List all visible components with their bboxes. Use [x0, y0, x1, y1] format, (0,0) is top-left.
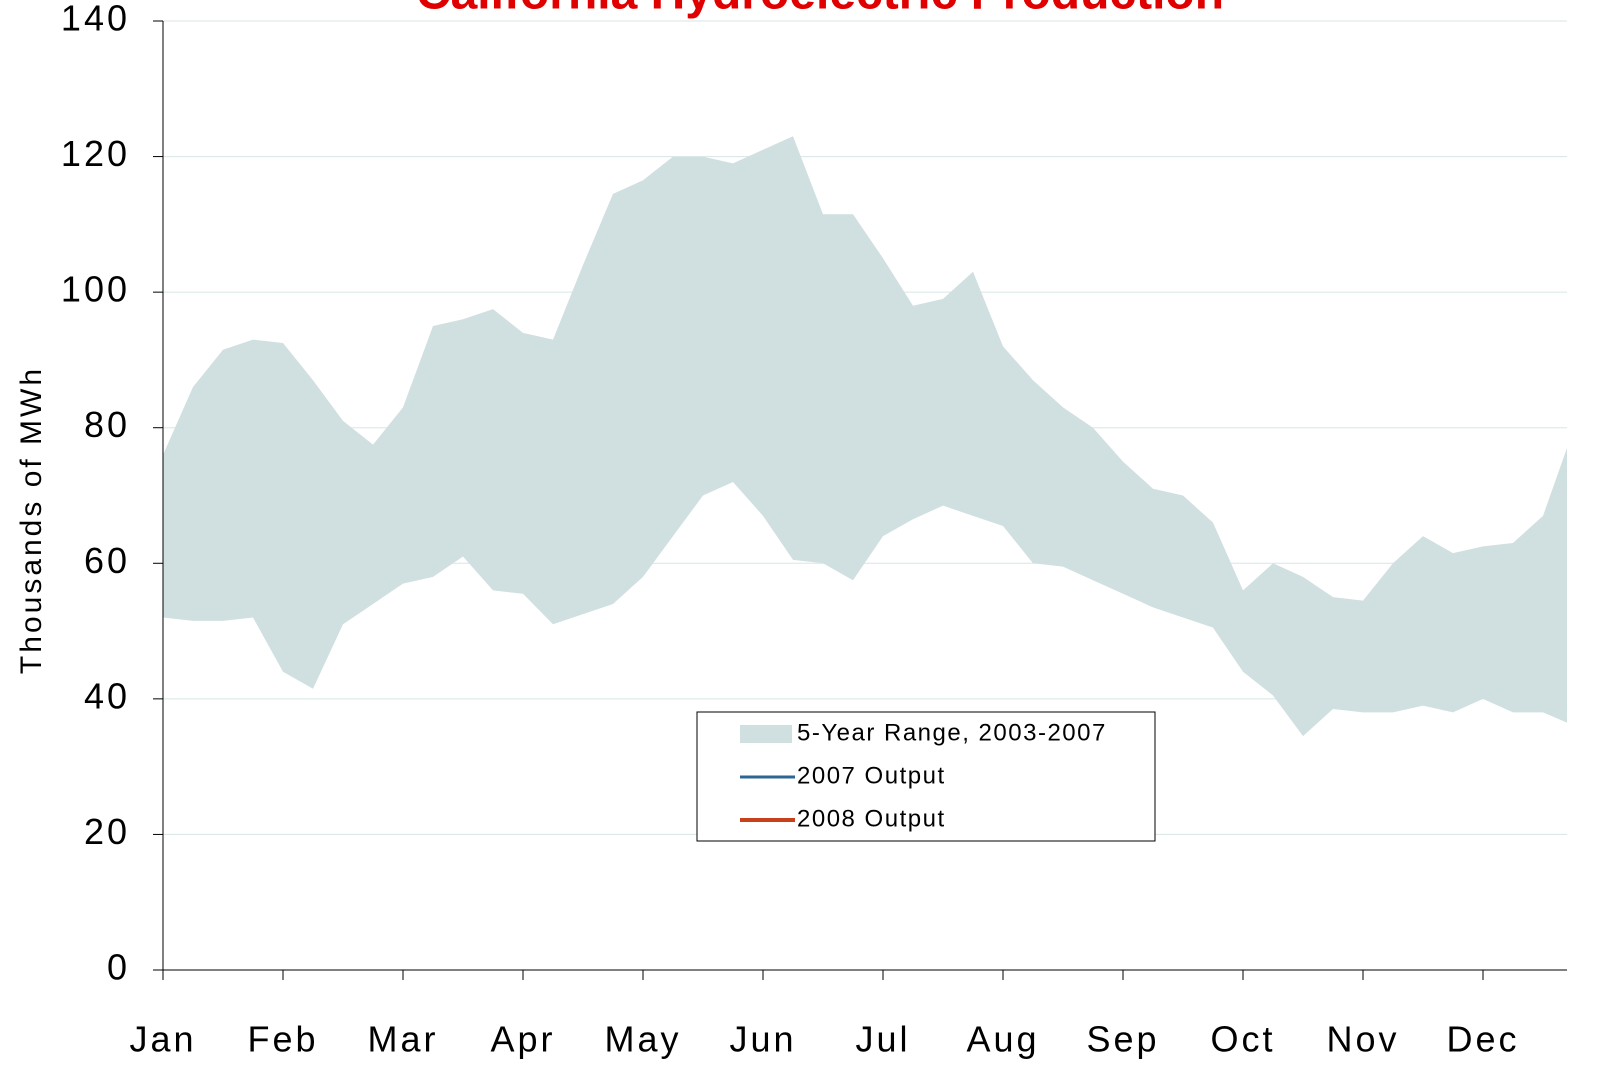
y-tick-label: 100 [61, 269, 130, 310]
legend-label: 5-Year Range, 2003-2007 [797, 719, 1107, 746]
x-tick-label: Oct [1210, 1019, 1275, 1060]
legend-label: 2008 Output [797, 805, 946, 832]
y-tick-label: 40 [84, 675, 130, 716]
y-tick-label: 80 [84, 404, 130, 445]
x-tick-label: May [604, 1019, 681, 1060]
x-tick-label: Dec [1446, 1019, 1519, 1060]
y-tick-label: 20 [84, 811, 130, 852]
legend: 5-Year Range, 2003-2007 2007 Output 2008 O… [696, 711, 1156, 842]
x-tick-label: Aug [966, 1019, 1039, 1060]
x-tick-label: Nov [1326, 1019, 1399, 1060]
legend-label: 2007 Output [797, 762, 946, 789]
x-tick-label: Jun [729, 1019, 796, 1060]
plot-area [163, 20, 1567, 971]
x-tick-label: Apr [490, 1019, 555, 1060]
chart-title: California Hydroelectric Production [416, 0, 1224, 20]
x-tick-label: Sep [1086, 1019, 1159, 1060]
range-area [163, 136, 1567, 737]
y-axis-title: Thousands of MWh [15, 366, 48, 674]
y-tick-label: 120 [61, 133, 130, 174]
x-tick-label: Feb [247, 1019, 318, 1060]
y-tick-label: 140 [61, 0, 130, 39]
y-tick-label: 0 [107, 947, 130, 988]
legend-swatch [740, 725, 792, 743]
x-tick-label: Jul [855, 1019, 910, 1060]
x-tick-label: Mar [368, 1019, 439, 1060]
x-tick-label: Jan [129, 1019, 196, 1060]
y-tick-label: 60 [84, 540, 130, 581]
